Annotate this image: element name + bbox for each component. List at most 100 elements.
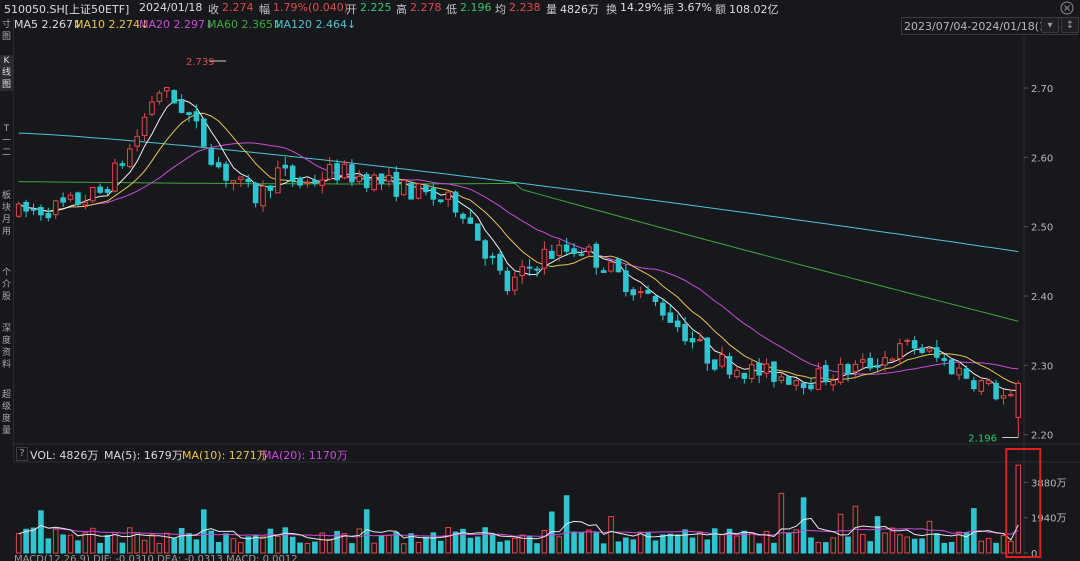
volume-bar [393,531,400,554]
pin-icon[interactable]: ↕ [1061,17,1079,33]
volume-bar [734,535,740,554]
volume-bar [623,537,629,554]
candle-body [734,369,740,378]
volume-bar [467,537,474,554]
candle-body [711,359,718,370]
nav-item-fenshi[interactable]: 寸图 [1,20,11,42]
volume-value: 4826万 [560,3,599,16]
volume-bar [215,542,222,554]
volume-bar [297,542,303,554]
vol-ma10-legend: MA(10): 1271万 [182,449,268,462]
candle-body [519,266,525,277]
candle-body [201,118,207,147]
nav-item-kline[interactable]: K线图 [0,55,13,91]
volume-bar [149,534,155,554]
volume-bar [378,535,385,554]
candle-body [978,380,985,392]
candle-body [393,171,400,197]
candle-body [748,364,755,380]
volume-bar [689,537,696,554]
candle-body [149,101,155,115]
volume-bar [245,536,252,554]
volume-bar [223,533,229,554]
candle-body [1008,394,1014,397]
candle-body [1000,395,1007,399]
vol-ma20-legend: MA(20): 1170万 [262,449,348,462]
candle-body [563,244,570,252]
volume-bar [660,534,666,554]
candle-body [186,112,192,115]
change-value: 1.79%(0.040) [273,1,349,14]
volume-bar [800,497,807,554]
caret-down-icon[interactable]: ▾ [1041,17,1059,33]
left-nav: 寸图 K线图 T一二 板块月用 个介股 深度资料 超级度量 [0,17,14,462]
volume-bar [386,534,392,554]
candle-body [919,347,925,353]
help-icon[interactable]: ? [16,447,28,461]
volume-bar [45,538,52,554]
volume-bar [474,536,481,554]
volume-bar [104,534,111,554]
candle-body [926,348,933,352]
volume-bar [423,536,429,554]
volume-bar [793,529,799,554]
security-code: 510050.SH[上证50ETF] [4,3,130,16]
candle-body [889,358,896,362]
candle-body [112,162,118,192]
volume-bar [985,538,992,554]
volume-bar [334,530,340,554]
candle-body [289,165,296,182]
volume-bar [275,535,281,554]
candle-body [911,340,918,349]
candle-body [534,268,540,271]
volume-bar [430,532,437,554]
candle-body [245,178,252,183]
volume-bar [719,534,725,554]
candle-body [178,99,185,113]
candle-body [267,185,274,191]
close-icon[interactable] [1059,1,1075,15]
volume-bar [82,532,89,554]
nav-item-super[interactable]: 超级度量 [1,390,11,436]
volume-bar [208,530,215,554]
volume-bar [1000,535,1007,554]
volume-bar [874,516,881,554]
close-value: 2.274 [222,1,254,14]
candle-body [630,289,637,296]
volume-bar [667,533,674,554]
volume-bar [519,534,525,554]
candle-body [822,364,829,383]
volume-bar [437,540,444,554]
open-label: 开 [346,3,357,16]
volume-bar [889,527,896,554]
candle-body [304,181,311,184]
ma5-legend: MA5 2.267↓ [14,18,83,31]
candle-body [275,167,281,194]
volume-bar [512,537,518,554]
price-tick-label: 2.30 [1031,361,1053,372]
quote-date: 2024/01/18 [139,1,203,14]
nav-item-sector[interactable]: 板块月用 [1,191,11,237]
volume-bar [452,531,459,554]
nav-item-profile[interactable]: 个介股 [1,268,11,302]
candle-body [349,164,355,183]
vol-ma5-legend: MA(5): 1679万 [104,449,183,462]
price-tick-label: 2.70 [1031,84,1053,95]
candle-body [474,223,481,241]
volume-bar [541,529,548,554]
candle-body [793,380,799,386]
candle-body [489,255,496,259]
candle-body [971,380,977,390]
candle-body [104,189,111,193]
candle-body [593,243,600,268]
nav-item-f10[interactable]: 深度资料 [1,324,11,370]
volume-bar [897,534,903,554]
price-tick-label: 2.50 [1031,223,1053,234]
volume-bar [815,541,822,554]
ma10-line [18,112,1019,385]
candle-body [867,357,874,369]
volume-bar [504,540,511,554]
ma60-line [18,181,1019,322]
nav-item-t[interactable]: T一二 [1,124,11,158]
